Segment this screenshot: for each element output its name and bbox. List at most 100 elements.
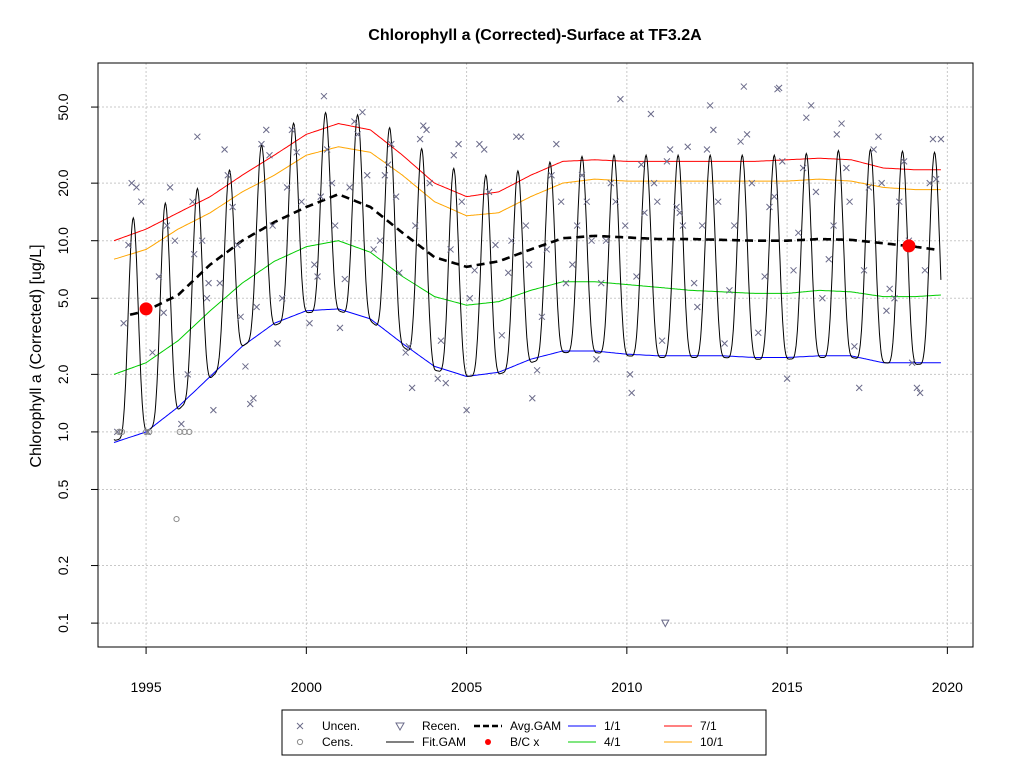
uncensored-point (875, 133, 882, 141)
uncensored-point (830, 222, 837, 229)
uncensored-point (870, 146, 877, 153)
uncensored-point (597, 279, 605, 287)
bc-point (902, 239, 916, 253)
uncensored-point (557, 198, 565, 206)
uncensored-point (799, 164, 807, 172)
legend-label: Recen. (422, 719, 460, 733)
censored-point (146, 428, 153, 436)
y-tick-label: 0.5 (55, 480, 71, 500)
legend-circle-marker (296, 738, 304, 746)
censored-point (142, 428, 150, 436)
uncensored-point (160, 309, 168, 317)
legend-item: 1/1 (568, 719, 621, 733)
censored-point (115, 428, 122, 436)
uncensored-point (269, 222, 277, 229)
uncensored-point (883, 307, 890, 315)
uncensored-point (306, 319, 313, 327)
uncensored-point (937, 135, 945, 143)
uncensored-point (698, 222, 706, 229)
uncensored-point (908, 359, 916, 367)
legend-box (281, 709, 767, 756)
uncensored-point (517, 133, 525, 141)
uncensored-point (458, 198, 466, 206)
uncensored-point (778, 158, 786, 165)
uncensored-point (416, 135, 424, 143)
uncensored-point (442, 379, 450, 387)
uncensored-point (205, 279, 212, 287)
uncensored-point (336, 324, 344, 332)
uncensored-point (775, 84, 783, 92)
legend-item: Fit.GAM (386, 735, 466, 749)
uncensored-point (384, 161, 392, 168)
uncensored-point (694, 303, 701, 311)
uncensored-point (310, 261, 318, 268)
uncensored-point (543, 246, 551, 253)
uncensored-point (363, 171, 371, 179)
uncensored-point (423, 126, 430, 134)
uncensored-point (133, 184, 140, 191)
uncensored-point (395, 269, 403, 277)
uncensored-point (865, 184, 873, 191)
uncensored-point (351, 118, 358, 125)
uncensored-point (341, 275, 349, 283)
uncensored-point (895, 198, 903, 206)
uncensored-point (676, 209, 684, 217)
uncensored-point (237, 313, 244, 321)
legend-item: 10/1 (664, 735, 724, 749)
uncensored-point (714, 198, 722, 206)
uncensored-point (323, 146, 331, 153)
uncensored-point (819, 294, 826, 302)
uncensored-point (149, 349, 156, 356)
series-layer (113, 111, 942, 443)
uncensored-point (253, 303, 261, 311)
plot-area (97, 62, 974, 648)
uncensored-point (637, 161, 645, 168)
uncensored-point (387, 140, 395, 148)
y-tick-label: 0.2 (55, 556, 71, 576)
uncensored-point (283, 184, 291, 191)
uncensored-point (851, 343, 858, 350)
uncensored-point (411, 222, 419, 229)
censored-point (186, 428, 193, 436)
uncensored-point (891, 294, 898, 302)
uncensored-point (370, 246, 377, 253)
legend-triangle-marker (395, 722, 405, 732)
uncensored-point (794, 229, 802, 237)
legend-label: Uncen. (322, 719, 360, 733)
y-tick-label: 5.0 (55, 288, 71, 308)
uncensored-point (573, 222, 581, 229)
uncensored-point (242, 363, 249, 370)
uncensored-point (125, 241, 132, 249)
uncensored-point (593, 355, 600, 363)
legend: Uncen. Cens. Recen. Fit.GAM Avg.GAM B/C x 1/1 4… (281, 709, 767, 756)
uncensored-point (633, 273, 640, 280)
uncensored-point (471, 266, 478, 274)
uncensored-point (262, 126, 270, 134)
uncensored-point (663, 158, 671, 165)
uncensored-point (359, 108, 366, 116)
uncensored-point (434, 375, 442, 382)
uncensored-point (450, 151, 458, 159)
series-line (113, 111, 942, 441)
uncensored-point (203, 294, 211, 302)
grid-lines (98, 63, 973, 647)
uncensored-point (508, 237, 515, 245)
uncensored-point (802, 114, 810, 122)
y-tick-label: 10.0 (55, 227, 71, 254)
uncensored-point (647, 110, 655, 118)
uncensored-point (538, 313, 546, 321)
uncensored-point (612, 198, 619, 206)
uncensored-point (528, 394, 536, 402)
legend-label: Cens. (322, 735, 353, 749)
uncensored-point (548, 171, 555, 179)
uncensored-point (825, 255, 833, 263)
uncensored-point (552, 140, 560, 148)
legend-label: 1/1 (604, 719, 621, 733)
series-line (113, 308, 941, 443)
uncensored-point (466, 294, 474, 302)
uncensored-point (408, 384, 416, 392)
legend-label: Fit.GAM (422, 735, 466, 749)
uncensored-point (562, 279, 570, 287)
uncensored-point (376, 237, 384, 245)
